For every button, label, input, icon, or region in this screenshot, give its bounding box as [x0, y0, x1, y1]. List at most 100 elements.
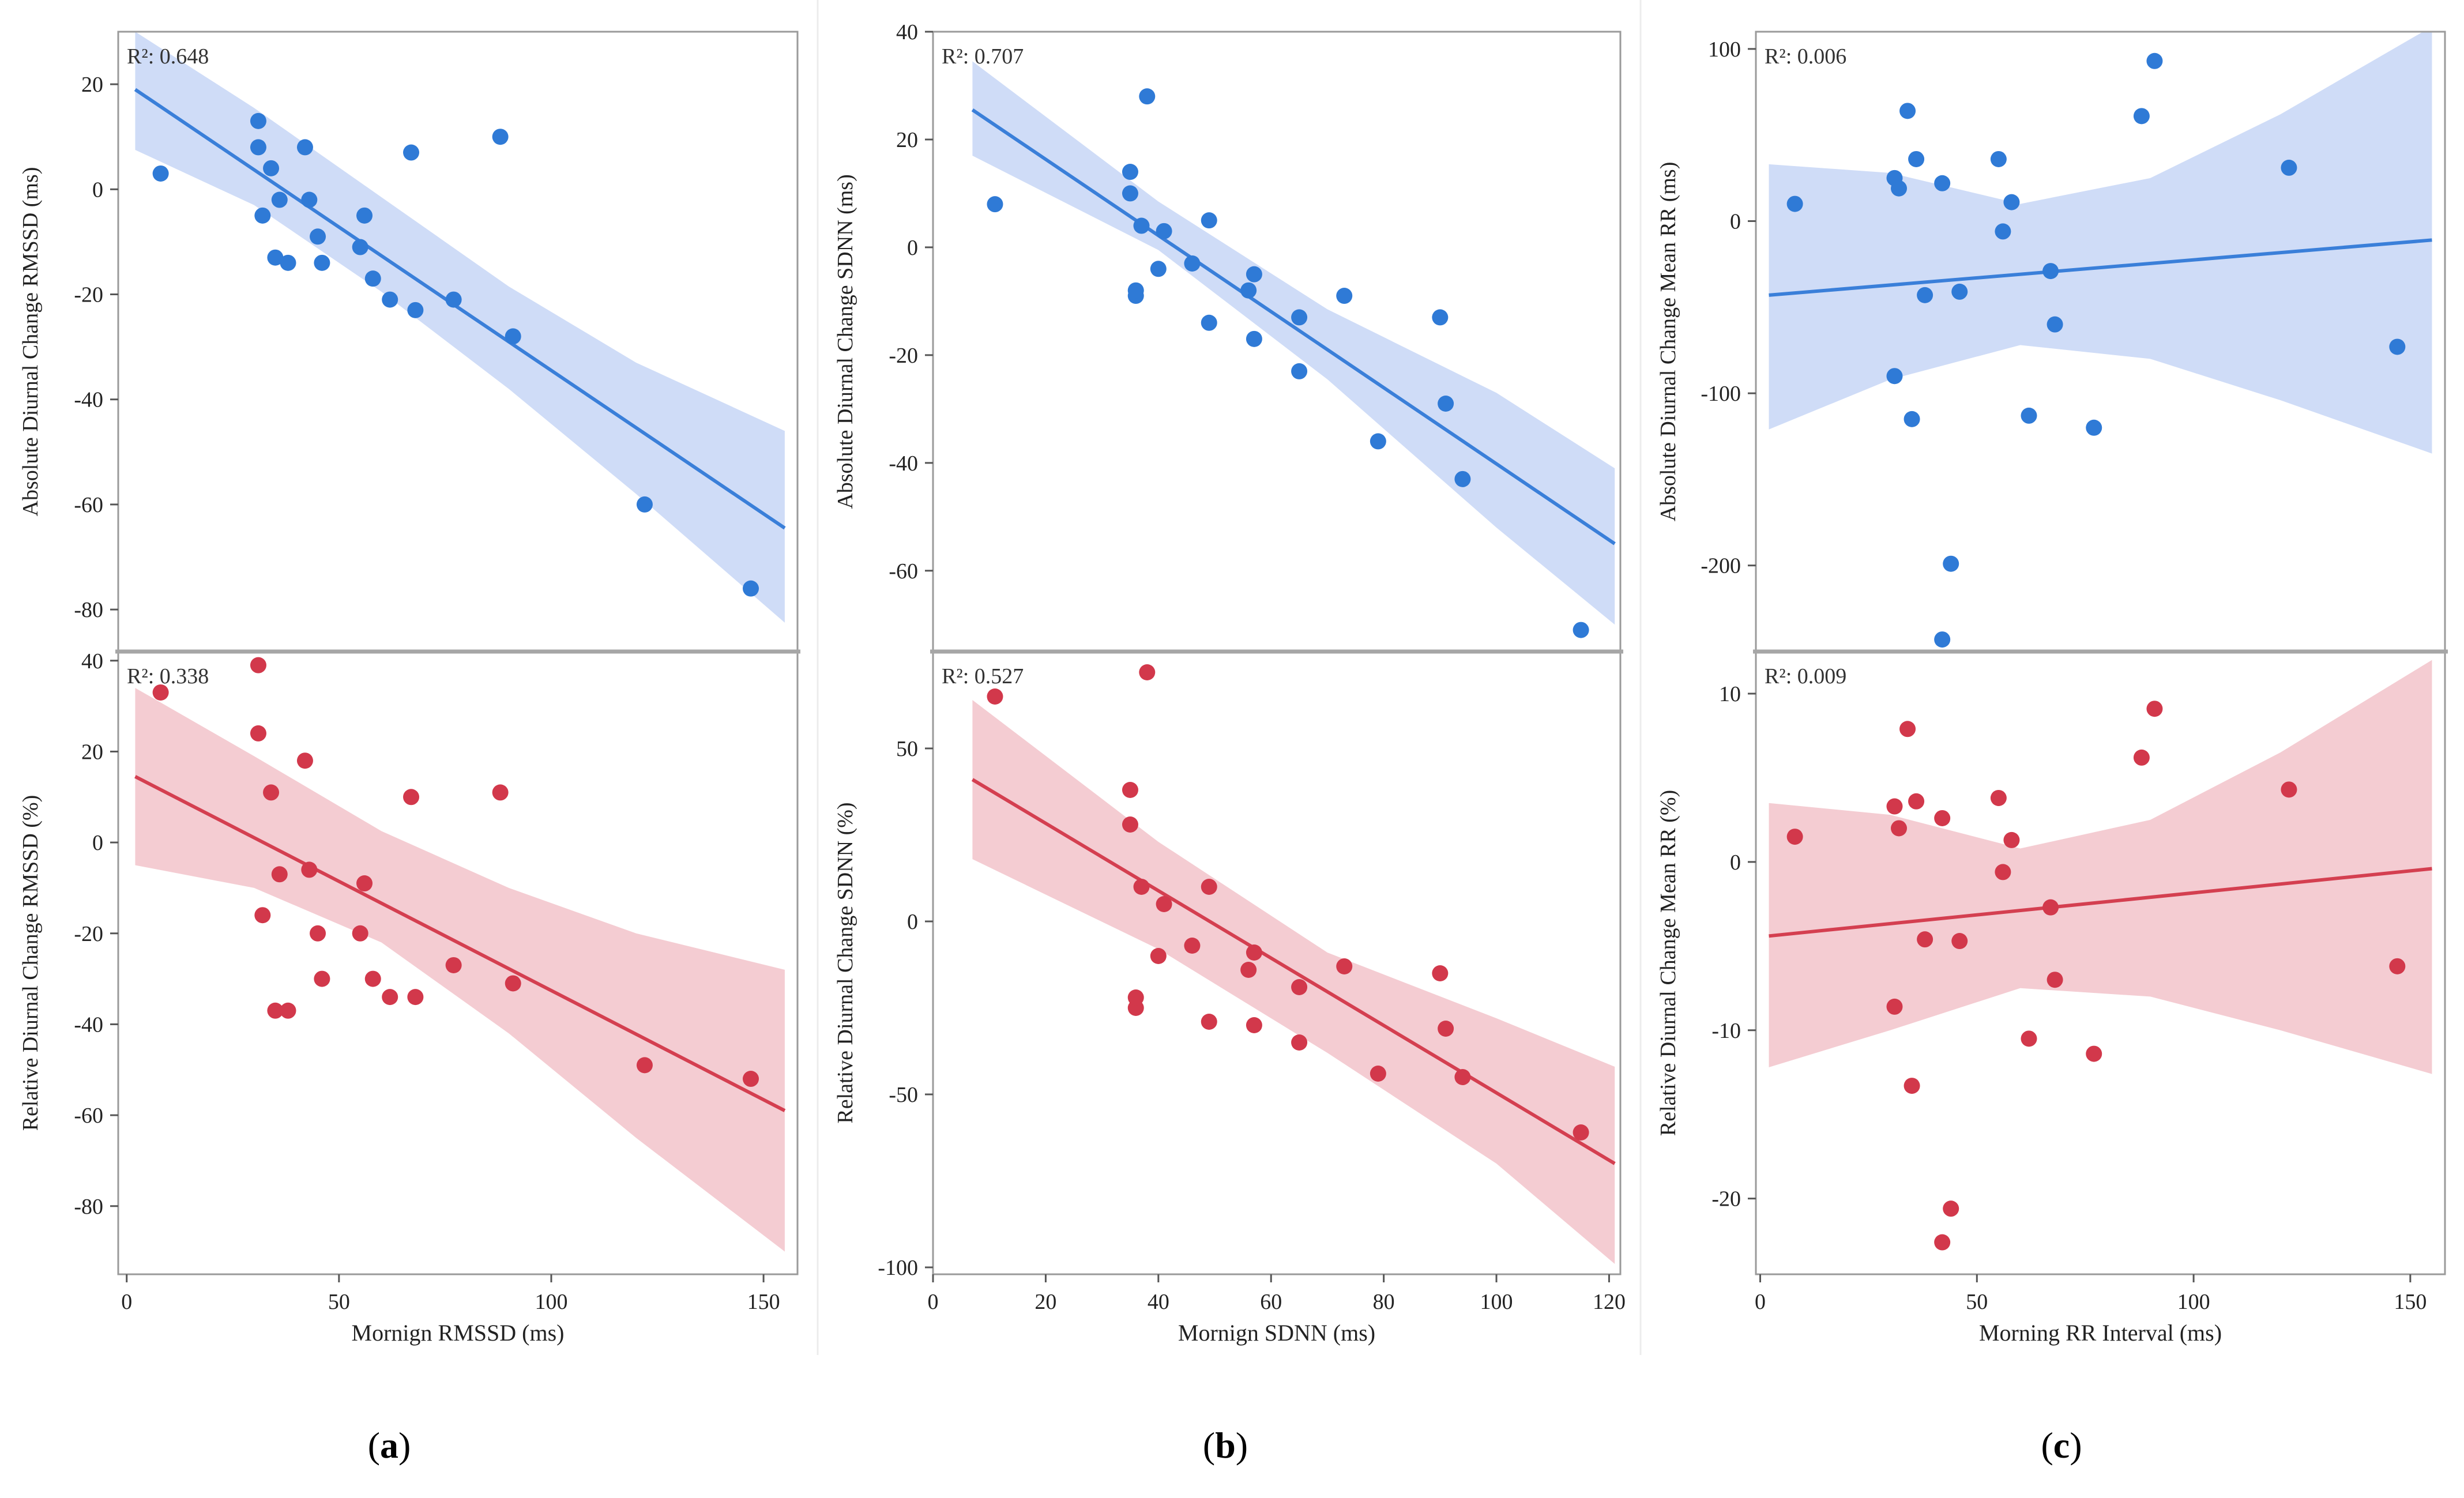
y-tick-label: -60	[74, 493, 103, 517]
x-tick-label: 150	[747, 1290, 780, 1314]
y-axis-label: Absolute Diurnal Change Mean RR (ms)	[1656, 162, 1680, 522]
data-point	[1454, 1069, 1471, 1085]
data-point	[1886, 798, 1903, 815]
data-point	[2042, 899, 2059, 916]
confidence-band	[135, 32, 785, 623]
data-point	[382, 989, 398, 1006]
scatter-plot-b-absolute-sdnn: 40 20 0 -20 -40 -60 R²: 0.707 Absolute Diurnal …	[833, 20, 1622, 653]
data-point	[743, 580, 759, 597]
data-point	[1291, 1034, 1308, 1051]
data-point	[310, 925, 326, 942]
data-point	[1133, 879, 1150, 895]
data-point	[1917, 931, 1933, 948]
data-point	[301, 861, 318, 878]
y-tick-label: 0	[92, 831, 103, 855]
y-axis-label: Absolute Diurnal Change SDNN (ms)	[833, 174, 857, 509]
x-tick-label: 150	[2394, 1290, 2427, 1314]
data-point	[1246, 330, 1262, 347]
data-point	[250, 112, 266, 129]
panel-label-c: (c)	[2004, 1424, 2119, 1467]
data-point	[2389, 338, 2406, 355]
x-tick-label: 20	[1034, 1290, 1056, 1314]
data-point	[1246, 944, 1262, 961]
data-point	[2281, 159, 2297, 176]
regression-line	[1769, 867, 2432, 938]
data-point	[250, 139, 266, 156]
data-point	[1934, 1234, 1951, 1251]
r-squared-label: R²: 0.338	[127, 664, 209, 688]
data-point	[1573, 622, 1589, 638]
caption-paren-open: (	[2041, 1425, 2053, 1466]
r-squared-label: R²: 0.648	[127, 44, 209, 69]
data-point	[1127, 282, 1144, 299]
data-point	[1934, 175, 1951, 191]
data-point	[267, 249, 284, 266]
data-point	[1438, 396, 1454, 412]
data-point	[1184, 938, 1201, 954]
data-point	[2389, 958, 2406, 974]
data-point	[263, 784, 280, 801]
data-point	[1150, 948, 1167, 964]
y-tick-label: -40	[74, 1013, 103, 1037]
data-point	[356, 875, 373, 892]
regression-line	[971, 108, 1616, 545]
y-axis-label: Relative Diurnal Change SDNN (%)	[833, 802, 857, 1123]
data-point	[1917, 287, 1933, 303]
y-tick-label: 40	[896, 20, 918, 44]
x-tick-label: 0	[928, 1290, 939, 1314]
data-point	[1156, 223, 1172, 239]
regression-line	[1769, 238, 2432, 297]
data-point	[505, 975, 521, 992]
scatter-plot-a-absolute-rmssd: 20 0 -20 -40 -60 -80 R²: 0.648 Absolute Diurnal…	[18, 31, 799, 653]
data-point	[1943, 555, 1959, 572]
data-point	[1438, 1021, 1454, 1037]
data-point	[310, 228, 326, 245]
y-tick-label: -20	[1711, 1187, 1741, 1211]
data-point	[1454, 471, 1471, 487]
data-point	[263, 160, 280, 176]
data-point	[2003, 194, 2020, 210]
regression-line	[971, 778, 1616, 1165]
data-point	[1370, 433, 1386, 450]
data-point	[296, 752, 313, 769]
x-axis-label: Mornign SDNN (ms)	[1178, 1320, 1375, 1346]
data-point	[1291, 309, 1308, 326]
data-point	[2021, 1030, 2037, 1047]
y-tick-label: 0	[92, 178, 103, 202]
confidence-band	[972, 61, 1615, 625]
data-point	[1786, 195, 1803, 212]
r-squared-label: R²: 0.707	[942, 44, 1024, 69]
data-point	[2086, 1045, 2102, 1062]
data-point	[352, 239, 368, 255]
scatter-plot-b-relative-sdnn: 50 0 -50 -100 0 20 40 60 80 100 120 R²: 0.527 Relati…	[833, 650, 1626, 1346]
y-tick-label: 20	[81, 73, 103, 97]
y-tick-label: -80	[74, 1195, 103, 1219]
data-point	[403, 144, 420, 161]
y-tick-label: 0	[1730, 209, 1741, 234]
data-point	[1908, 150, 1925, 167]
caption-letter: b	[1215, 1425, 1236, 1466]
y-tick-label: -40	[74, 388, 103, 412]
x-tick-label: 100	[1480, 1290, 1513, 1314]
data-point	[1291, 363, 1308, 379]
data-point	[636, 1057, 653, 1074]
data-point	[271, 191, 288, 208]
x-tick-label: 50	[1966, 1290, 1988, 1314]
data-point	[1150, 261, 1167, 277]
regression-line	[134, 775, 786, 1112]
data-point	[492, 784, 509, 801]
data-point	[2086, 419, 2102, 436]
y-axis-label: Relative Diurnal Change Mean RR (%)	[1656, 790, 1680, 1136]
caption-paren-close: )	[2070, 1425, 2082, 1466]
caption-paren-close: )	[1235, 1425, 1248, 1466]
y-tick-label: -20	[74, 922, 103, 946]
data-point	[254, 907, 271, 924]
data-point	[1934, 631, 1951, 648]
data-point	[1336, 958, 1353, 974]
data-point	[364, 970, 381, 987]
y-tick-label: -200	[1701, 554, 1741, 578]
data-point	[407, 302, 424, 318]
data-point	[1886, 998, 1903, 1015]
